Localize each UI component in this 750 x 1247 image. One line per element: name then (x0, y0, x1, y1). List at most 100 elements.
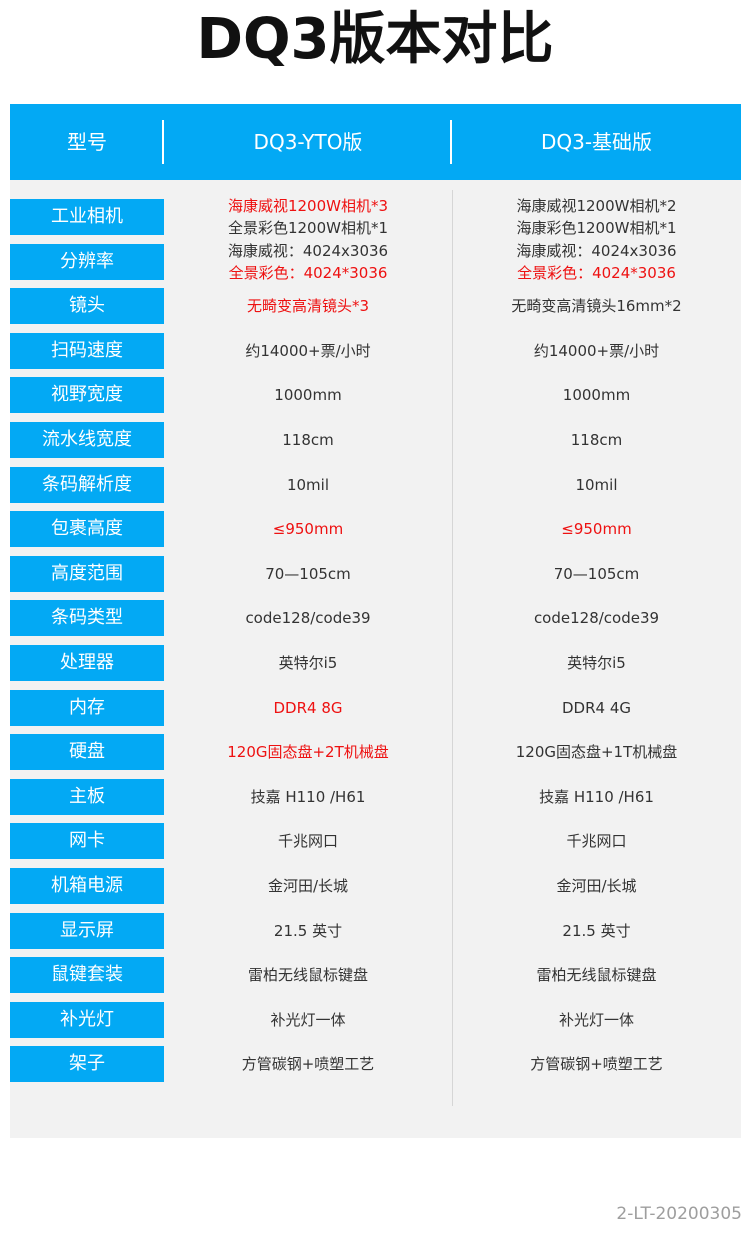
yto-value-cell: 120G固态盘+2T机械盘 (164, 734, 452, 770)
base-value-cell: 120G固态盘+1T机械盘 (452, 734, 741, 770)
base-value-cell: 1000mm (452, 377, 741, 413)
base-value-cell: DDR4 4G (452, 690, 741, 726)
yto-value-cell: 海康威视：4024x3036 全景彩色：4024*3036 (164, 242, 452, 282)
yto-value: 10mil (286, 476, 330, 494)
header-divider (162, 120, 164, 164)
row-label: 主板 (10, 779, 164, 815)
yto-value-cell: 1000mm (164, 377, 452, 413)
yto-value-cell: DDR4 8G (164, 690, 452, 726)
row-label: 视野宽度 (10, 377, 164, 413)
table-row: 视野宽度 1000mm 1000mm (10, 377, 741, 413)
base-value-cell: 约14000+票/小时 (452, 333, 741, 369)
yto-value-cell: code128/code39 (164, 600, 452, 636)
yto-value: 千兆网口 (277, 832, 338, 850)
base-value-cell: 英特尔i5 (452, 645, 741, 681)
row-label: 网卡 (10, 823, 164, 859)
row-label: 工业相机 (10, 199, 164, 235)
yto-value: 21.5 英寸 (273, 922, 343, 940)
yto-value: 金河田/长城 (267, 877, 349, 895)
row-label: 架子 (10, 1046, 164, 1082)
table-row: 显示屏 21.5 英寸 21.5 英寸 (10, 913, 741, 949)
base-value-cell: 补光灯一体 (452, 1002, 741, 1038)
yto-value-cell: 千兆网口 (164, 823, 452, 859)
header-base-version: DQ3-基础版 (540, 130, 653, 154)
table-row: 内存 DDR4 8G DDR4 4G (10, 690, 741, 726)
yto-value-cell: 约14000+票/小时 (164, 333, 452, 369)
base-value: 技嘉 H110 /H61 (539, 788, 654, 806)
base-value: 海康威视：4024x3036 (516, 242, 677, 260)
row-label: 镜头 (10, 288, 164, 324)
yto-value: 海康威视：4024x3036 (227, 242, 389, 260)
base-value: 120G固态盘+1T机械盘 (515, 743, 678, 761)
row-label: 补光灯 (10, 1002, 164, 1038)
table-row: 高度范围 70—105cm 70—105cm (10, 556, 741, 592)
yto-value: DDR4 8G (273, 699, 343, 717)
yto-value: 120G固态盘+2T机械盘 (227, 743, 389, 761)
yto-value: ≤950mm (272, 520, 344, 538)
base-value-cell: 10mil (452, 467, 741, 503)
table-row: 机箱电源 金河田/长城 金河田/长城 (10, 868, 741, 904)
row-label: 高度范围 (10, 556, 164, 592)
row-label: 机箱电源 (10, 868, 164, 904)
column-divider (452, 190, 453, 1106)
yto-value: 70—105cm (265, 565, 351, 583)
yto-value-cell: 方管碳钢+喷塑工艺 (164, 1046, 452, 1082)
row-label: 硬盘 (10, 734, 164, 770)
table-row: 工业相机 海康威视1200W相机*3 全景彩色1200W相机*1 海康威视1200W相… (10, 197, 741, 237)
base-value-cell: 金河田/长城 (452, 868, 741, 904)
base-value: 21.5 英寸 (562, 922, 631, 940)
yto-value-cell: ≤950mm (164, 511, 452, 547)
yto-value-cell: 无畸变高清镜头*3 (164, 288, 452, 324)
page-title: DQ3版本对比 (196, 7, 554, 72)
base-value: DDR4 4G (561, 699, 631, 717)
base-value: 金河田/长城 (556, 877, 637, 895)
base-value: 英特尔i5 (567, 654, 626, 672)
table-row: 鼠键套装 雷柏无线鼠标键盘 雷柏无线鼠标键盘 (10, 957, 741, 993)
base-value-cell: 21.5 英寸 (452, 913, 741, 949)
header-yto-version: DQ3-YTO版 (253, 130, 363, 154)
base-value: code128/code39 (533, 609, 660, 627)
table-row: 处理器 英特尔i5 英特尔i5 (10, 645, 741, 681)
row-label: 包裹高度 (10, 511, 164, 547)
yto-value-cell: 技嘉 H110 /H61 (164, 779, 452, 815)
document-code: 2-LT-20200305 (616, 1204, 742, 1224)
yto-value: 技嘉 H110 /H61 (250, 788, 366, 806)
yto-value: 全景彩色1200W相机*1 (227, 219, 389, 237)
yto-value-cell: 英特尔i5 (164, 645, 452, 681)
yto-value-cell: 118cm (164, 422, 452, 458)
row-label: 条码解析度 (10, 467, 164, 503)
base-value-cell: 方管碳钢+喷塑工艺 (452, 1046, 741, 1082)
yto-value-cell: 海康威视1200W相机*3 全景彩色1200W相机*1 (164, 197, 452, 237)
base-value-cell: 雷柏无线鼠标键盘 (452, 957, 741, 993)
yto-value-cell: 70—105cm (164, 556, 452, 592)
yto-value: 1000mm (274, 386, 342, 404)
yto-value: 方管碳钢+喷塑工艺 (241, 1055, 375, 1073)
yto-value: 英特尔i5 (278, 654, 338, 672)
base-value: 全景彩色：4024*3036 (517, 264, 676, 282)
base-value: 雷柏无线鼠标键盘 (536, 966, 657, 984)
base-value: 70—105cm (553, 565, 640, 583)
table-row: 分辨率 海康威视：4024x3036 全景彩色：4024*3036 海康威视：4024… (10, 242, 741, 282)
yto-value-cell: 雷柏无线鼠标键盘 (164, 957, 452, 993)
base-value: 10mil (575, 476, 618, 494)
yto-value: 118cm (282, 431, 334, 449)
header-divider (450, 120, 452, 164)
header-model-label: 型号 (67, 130, 107, 154)
table-row: 补光灯 补光灯一体 补光灯一体 (10, 1002, 741, 1038)
yto-value-cell: 金河田/长城 (164, 868, 452, 904)
base-value-cell: 技嘉 H110 /H61 (452, 779, 741, 815)
base-value: 118cm (570, 431, 623, 449)
table-row: 条码解析度 10mil 10mil (10, 467, 741, 503)
base-value: 方管碳钢+喷塑工艺 (530, 1055, 663, 1073)
base-value: 海康威视1200W相机*2 (516, 197, 677, 215)
base-value: 千兆网口 (566, 832, 627, 850)
base-value: 1000mm (562, 386, 631, 404)
row-label: 鼠键套装 (10, 957, 164, 993)
base-value: 约14000+票/小时 (533, 342, 660, 360)
base-value: ≤950mm (561, 520, 632, 538)
table-row: 架子 方管碳钢+喷塑工艺 方管碳钢+喷塑工艺 (10, 1046, 741, 1082)
row-label: 显示屏 (10, 913, 164, 949)
yto-value: 雷柏无线鼠标键盘 (247, 966, 368, 984)
base-value-cell: 海康威视：4024x3036 全景彩色：4024*3036 (452, 242, 741, 282)
table-row: 网卡 千兆网口 千兆网口 (10, 823, 741, 859)
